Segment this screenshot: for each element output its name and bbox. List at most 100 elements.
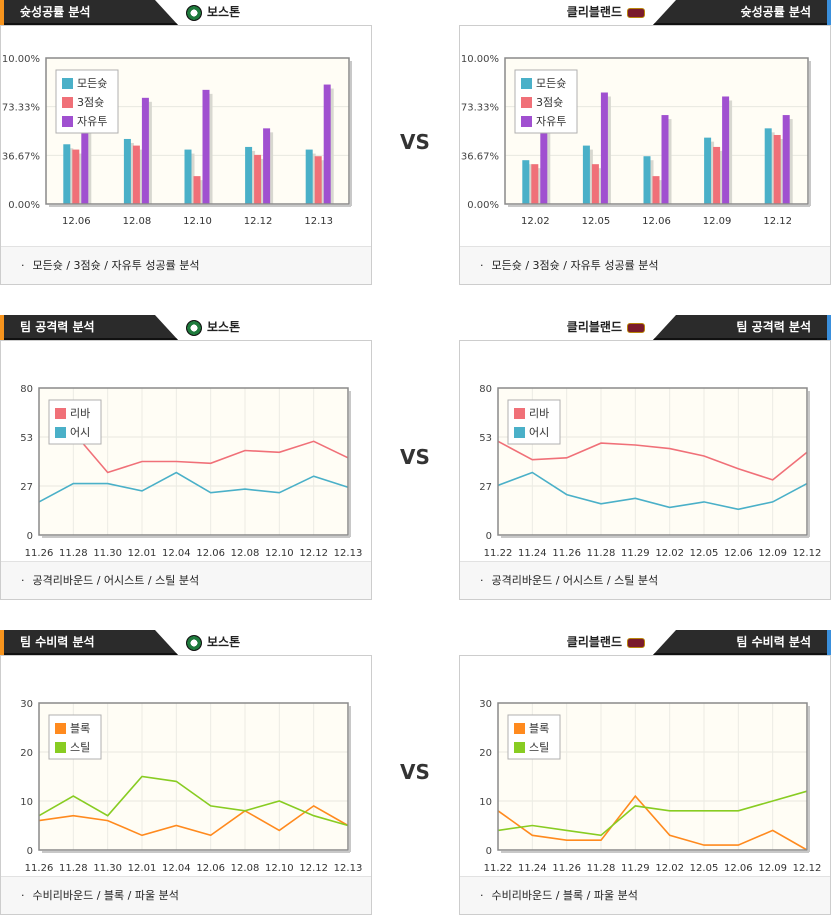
team-name: 보스톤: [186, 0, 240, 25]
team-name-label: 보스톤: [207, 320, 241, 334]
legend-label: 모든슛: [77, 77, 107, 90]
panel-footer-note: 공격리바운드 / 어시스트 / 스틸 분석: [460, 561, 830, 599]
panel-header: 슛성공률 분석 보스톤: [0, 0, 372, 25]
legend-swatch: [514, 408, 525, 419]
series-line: [497, 790, 808, 837]
legend-label: 리바: [70, 407, 90, 420]
x-tick-label: 12.12: [793, 863, 822, 874]
legend-swatch: [514, 723, 525, 734]
panel-footer-note: 수비리바운드 / 블록 / 파울 분석: [1, 876, 371, 914]
stats-panel-left: 슛성공률 분석 보스톤모든슛 / 3점슛 / 자유투 성공률 분석 110.00% 7…: [0, 0, 372, 285]
x-tick-label: 12.08: [231, 863, 260, 874]
legend-swatch: [55, 427, 66, 438]
panel-header: 팀 공격력 분석 보스톤: [0, 315, 372, 340]
x-tick-label: 12.12: [793, 548, 822, 559]
cavaliers-logo-icon: [627, 322, 645, 333]
legend-label: 3점슛: [77, 96, 104, 109]
y-tick-label: 73.33%: [461, 103, 499, 114]
x-tick-label: 12.01: [128, 548, 157, 559]
x-tick-label: 12.05: [582, 216, 611, 227]
stats-panel-left: 팀 수비력 분석 보스톤수비리바운드 / 블록 / 파울 분석 30 20 10 0 11.…: [0, 630, 372, 915]
x-tick-label: 11.28: [587, 863, 616, 874]
chart-box: 수비리바운드 / 블록 / 파울 분석 30 20 10 0 11.22 11.24 11.2…: [459, 655, 831, 915]
legend-label: 자유투: [77, 115, 107, 128]
stats-panel-right: 팀 수비력 분석 클리블랜드수비리바운드 / 블록 / 파울 분석 30 20 10 0 1…: [459, 630, 831, 915]
bar: [600, 92, 608, 204]
x-tick-label: 12.10: [265, 863, 294, 874]
team-name-label: 클리블랜드: [566, 320, 622, 334]
y-tick-label: 0: [486, 531, 492, 542]
bar: [81, 125, 89, 204]
bar: [263, 128, 271, 204]
x-tick-label: 12.13: [334, 863, 363, 874]
celtics-logo-icon: [186, 4, 202, 21]
bar: [184, 149, 192, 204]
legend-label: 모든슛: [536, 77, 566, 90]
y-tick-label: 53: [479, 433, 492, 444]
x-tick-label: 11.28: [587, 548, 616, 559]
legend-swatch: [514, 427, 525, 438]
x-tick-label: 12.05: [690, 863, 719, 874]
bar: [591, 164, 599, 204]
chart-box: 모든슛 / 3점슛 / 자유투 성공률 분석 110.00% 73.33% 36.67…: [459, 25, 831, 285]
y-tick-label: 10: [20, 797, 33, 808]
panel-header: 팀 수비력 분석 클리블랜드: [459, 630, 831, 655]
y-tick-label: 0.00%: [8, 200, 40, 211]
y-tick-label: 110.00%: [1, 54, 40, 65]
panel-title: 슛성공률 분석: [653, 0, 831, 25]
chart: 30 20 10 0 11.22 11.24 11.26 11.28 11.29 12.02 12.…: [479, 699, 822, 874]
bar: [764, 128, 772, 204]
bar: [704, 137, 712, 204]
x-tick-label: 11.26: [25, 548, 54, 559]
legend-label: 어시: [70, 426, 90, 439]
bar: [72, 149, 80, 204]
x-tick-label: 12.02: [655, 863, 684, 874]
series-line: [38, 471, 349, 503]
y-tick-label: 80: [479, 384, 492, 395]
legend-label: 3점슛: [536, 96, 563, 109]
bar: [540, 124, 548, 204]
x-tick-label: 12.12: [763, 216, 792, 227]
y-tick-label: 27: [479, 482, 492, 493]
chart-box: 공격리바운드 / 어시스트 / 스틸 분석 80 53 27 0 11.22 11.24 11…: [459, 340, 831, 600]
bar: [531, 164, 539, 204]
x-tick-label: 12.06: [196, 548, 225, 559]
team-name: 클리블랜드: [567, 315, 645, 340]
x-tick-label: 12.05: [690, 548, 719, 559]
chart: 30 20 10 0 11.26 11.28 11.30 12.01 12.04 12.06 12.…: [20, 699, 363, 874]
x-tick-label: 11.26: [552, 548, 581, 559]
x-tick-label: 11.26: [25, 863, 54, 874]
legend-swatch: [521, 97, 532, 108]
bar: [582, 145, 590, 204]
chart-box: 모든슛 / 3점슛 / 자유투 성공률 분석 110.00% 73.33% 36.67…: [0, 25, 372, 285]
legend-swatch: [62, 78, 73, 89]
team-name: 보스톤: [186, 630, 240, 655]
x-tick-label: 11.22: [484, 548, 513, 559]
x-tick-label: 12.08: [123, 216, 152, 227]
bar: [722, 96, 730, 204]
legend-swatch: [55, 408, 66, 419]
legend-label: 스틸: [529, 741, 549, 754]
panel-title: 팀 공격력 분석: [0, 315, 178, 340]
team-name-label: 클리블랜드: [566, 5, 622, 19]
y-tick-label: 0: [486, 846, 492, 857]
x-tick-label: 11.24: [518, 863, 547, 874]
x-tick-label: 12.06: [196, 863, 225, 874]
panel-title: 팀 수비력 분석: [0, 630, 178, 655]
y-tick-label: 30: [479, 699, 492, 710]
chart: 110.00% 73.33% 36.67% 0.00% 12.06 12.08 12.10 1…: [1, 54, 352, 227]
bar: [661, 115, 669, 204]
panel-footer-note: 모든슛 / 3점슛 / 자유투 성공률 분석: [1, 246, 371, 284]
panel-title: 팀 공격력 분석: [653, 315, 831, 340]
y-tick-label: 10: [479, 797, 492, 808]
bar: [141, 97, 149, 204]
chart-box: 수비리바운드 / 블록 / 파울 분석 30 20 10 0 11.26 11.28 11.3…: [0, 655, 372, 915]
legend-label: 블록: [70, 722, 90, 735]
legend-label: 자유투: [536, 115, 566, 128]
panel-header: 팀 공격력 분석 클리블랜드: [459, 315, 831, 340]
bar: [123, 138, 131, 204]
legend-label: 어시: [529, 426, 549, 439]
bar: [305, 149, 313, 204]
legend-label: 스틸: [70, 741, 90, 754]
panel-footer-note: 수비리바운드 / 블록 / 파울 분석: [460, 876, 830, 914]
